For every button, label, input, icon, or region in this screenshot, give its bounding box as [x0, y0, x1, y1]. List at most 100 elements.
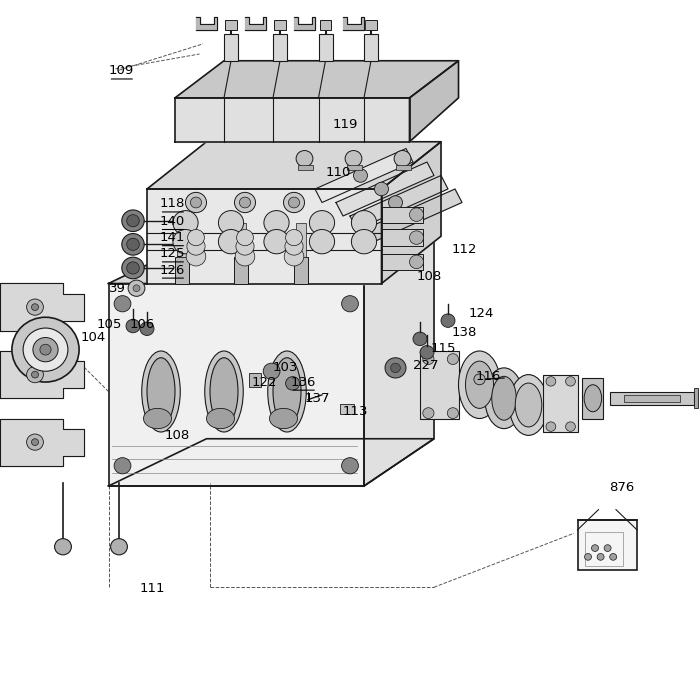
Bar: [296, 223, 306, 256]
Circle shape: [584, 554, 592, 560]
Circle shape: [122, 257, 144, 279]
Text: 116: 116: [476, 370, 501, 383]
Bar: [364, 34, 378, 61]
Bar: [346, 165, 362, 170]
Circle shape: [413, 332, 427, 346]
Circle shape: [114, 458, 131, 474]
Text: 141: 141: [160, 231, 185, 244]
Text: 113: 113: [343, 405, 368, 418]
Bar: [224, 34, 238, 61]
Circle shape: [284, 192, 304, 213]
Polygon shape: [108, 236, 434, 284]
Circle shape: [385, 358, 406, 378]
Text: 876: 876: [609, 481, 634, 494]
Bar: [694, 388, 698, 408]
Text: 136: 136: [290, 375, 316, 389]
Circle shape: [402, 209, 416, 223]
Polygon shape: [350, 176, 448, 230]
Polygon shape: [410, 61, 459, 142]
Circle shape: [140, 322, 154, 335]
Circle shape: [374, 182, 388, 196]
Polygon shape: [175, 98, 410, 142]
Ellipse shape: [458, 351, 500, 418]
Polygon shape: [0, 351, 84, 398]
Polygon shape: [364, 236, 434, 486]
Circle shape: [127, 238, 139, 250]
Circle shape: [423, 354, 434, 364]
Circle shape: [111, 539, 127, 555]
Bar: [382, 230, 423, 246]
Circle shape: [235, 247, 255, 266]
Polygon shape: [0, 418, 84, 466]
Bar: [578, 520, 637, 570]
Circle shape: [441, 314, 455, 327]
Ellipse shape: [515, 383, 542, 427]
Circle shape: [237, 230, 253, 246]
Bar: [234, 256, 248, 284]
Circle shape: [604, 545, 611, 551]
Circle shape: [187, 238, 205, 255]
Circle shape: [345, 151, 362, 167]
Bar: [225, 20, 237, 30]
Circle shape: [474, 374, 485, 385]
Circle shape: [27, 434, 43, 450]
Circle shape: [592, 545, 598, 551]
Circle shape: [351, 211, 377, 235]
Text: 108: 108: [416, 270, 442, 284]
Circle shape: [173, 230, 198, 254]
Bar: [294, 256, 308, 284]
Circle shape: [55, 539, 71, 555]
Bar: [382, 207, 423, 223]
Circle shape: [423, 408, 434, 418]
Circle shape: [27, 299, 43, 315]
Circle shape: [122, 234, 144, 255]
Circle shape: [394, 151, 411, 167]
Circle shape: [410, 255, 424, 269]
Circle shape: [447, 354, 458, 364]
Circle shape: [127, 262, 139, 274]
Circle shape: [218, 230, 244, 254]
Polygon shape: [108, 284, 364, 486]
Circle shape: [173, 211, 198, 235]
Bar: [318, 34, 332, 61]
Bar: [624, 395, 680, 402]
Text: 124: 124: [469, 307, 494, 321]
Circle shape: [126, 319, 140, 333]
Bar: [610, 392, 694, 405]
Circle shape: [186, 192, 206, 213]
Text: 122: 122: [252, 375, 277, 389]
Circle shape: [218, 211, 244, 235]
Polygon shape: [315, 148, 413, 202]
Circle shape: [285, 238, 303, 255]
Circle shape: [122, 210, 144, 232]
Text: 227: 227: [413, 359, 438, 373]
Text: 110: 110: [326, 165, 351, 179]
Ellipse shape: [484, 368, 524, 429]
Text: 137: 137: [304, 392, 330, 405]
Polygon shape: [336, 162, 434, 216]
Bar: [237, 223, 246, 256]
Circle shape: [410, 208, 424, 221]
Circle shape: [263, 363, 280, 379]
Ellipse shape: [270, 408, 298, 429]
Text: 39: 39: [108, 282, 125, 296]
Circle shape: [546, 377, 556, 386]
Text: 103: 103: [273, 360, 298, 374]
Circle shape: [420, 346, 434, 359]
Ellipse shape: [491, 377, 517, 420]
Circle shape: [190, 197, 202, 208]
Text: 126: 126: [160, 263, 185, 277]
Ellipse shape: [144, 408, 172, 429]
Bar: [177, 223, 187, 256]
Circle shape: [284, 247, 304, 266]
Ellipse shape: [147, 358, 175, 425]
Circle shape: [566, 422, 575, 431]
Circle shape: [114, 296, 131, 312]
Bar: [175, 256, 189, 284]
Circle shape: [410, 231, 424, 244]
Bar: [542, 375, 578, 432]
Ellipse shape: [141, 351, 181, 432]
Ellipse shape: [267, 351, 307, 432]
Ellipse shape: [206, 408, 235, 429]
Polygon shape: [245, 17, 266, 30]
